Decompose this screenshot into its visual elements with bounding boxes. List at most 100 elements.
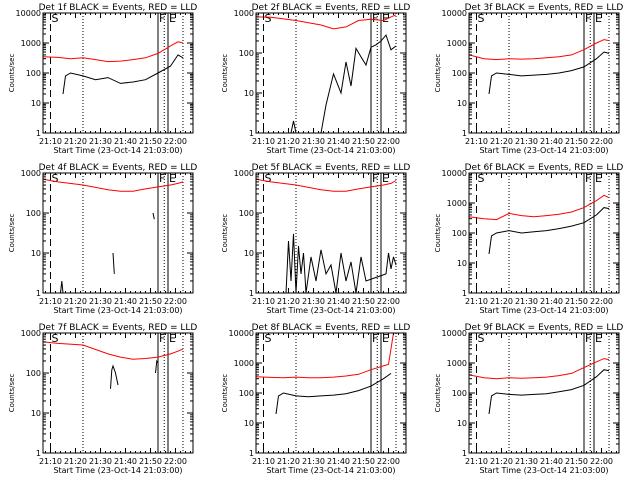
x-tick-label: 22:00 bbox=[377, 297, 400, 306]
x-axis-label: Start Time (23-Oct-14 21:03:00) bbox=[479, 146, 608, 155]
lld-series-line bbox=[256, 14, 397, 30]
y-tick-label: 10000 bbox=[442, 9, 467, 18]
y-axis-label: Counts/sec bbox=[434, 214, 442, 253]
y-tick-label: 100 bbox=[452, 389, 467, 398]
x-tick-label: 21:20 bbox=[64, 297, 87, 306]
x-tick-label: 21:20 bbox=[490, 137, 513, 146]
x-tick-label: 21:50 bbox=[352, 137, 375, 146]
x-tick-label: 21:10 bbox=[252, 457, 275, 466]
marker-label-f: F bbox=[372, 12, 378, 25]
x-tick-label: 21:50 bbox=[352, 297, 375, 306]
lld-series-line bbox=[256, 178, 397, 192]
x-axis-label: Start Time (23-Oct-14 21:03:00) bbox=[479, 466, 608, 475]
x-tick-label: 21:10 bbox=[252, 297, 275, 306]
panel-title: Det 6f BLACK = Events, RED = LLD bbox=[465, 163, 624, 173]
x-tick-label: 21:20 bbox=[64, 137, 87, 146]
x-axis-label: Start Time (23-Oct-14 21:03:00) bbox=[266, 306, 395, 315]
y-axis-label: Counts/sec bbox=[8, 214, 16, 253]
marker-label-e: E bbox=[382, 12, 389, 25]
marker-label-s: S bbox=[265, 12, 272, 25]
marker-label-e: E bbox=[595, 332, 602, 345]
x-axis-label: Start Time (23-Oct-14 21:03:00) bbox=[53, 146, 182, 155]
y-tick-label: 10000 bbox=[442, 169, 467, 178]
y-tick-label: 10 bbox=[244, 89, 254, 98]
y-tick-label: 1000 bbox=[447, 199, 467, 208]
y-tick-label: 1 bbox=[36, 449, 41, 458]
x-tick-label: 21:40 bbox=[327, 137, 350, 146]
marker-label-s: S bbox=[52, 172, 59, 185]
events-series-line bbox=[112, 252, 115, 274]
events-series-line bbox=[488, 207, 610, 255]
x-tick-label: 21:40 bbox=[540, 297, 563, 306]
marker-label-e: E bbox=[595, 12, 602, 25]
y-tick-label: 10 bbox=[457, 259, 467, 268]
y-tick-label: 10000 bbox=[442, 329, 467, 338]
y-tick-label: 1 bbox=[462, 129, 467, 138]
y-tick-label: 1000 bbox=[447, 359, 467, 368]
y-tick-label: 100 bbox=[26, 369, 41, 378]
x-tick-label: 21:20 bbox=[64, 457, 87, 466]
x-tick-label: 21:30 bbox=[515, 457, 538, 466]
plot-frame bbox=[42, 172, 194, 294]
x-tick-label: 21:30 bbox=[302, 137, 325, 146]
marker-label-s: S bbox=[265, 332, 272, 345]
x-tick-label: 21:40 bbox=[114, 297, 137, 306]
y-tick-label: 1000 bbox=[21, 169, 41, 178]
x-tick-label: 21:50 bbox=[352, 457, 375, 466]
x-tick-label: 21:10 bbox=[39, 297, 62, 306]
plot-frame bbox=[42, 332, 194, 454]
lld-series-line bbox=[256, 333, 394, 379]
y-tick-label: 1000 bbox=[21, 329, 41, 338]
lld-series-line bbox=[43, 41, 184, 63]
x-tick-label: 21:30 bbox=[89, 297, 112, 306]
x-tick-label: 22:00 bbox=[377, 137, 400, 146]
y-tick-label: 10 bbox=[457, 99, 467, 108]
lld-series-line bbox=[469, 39, 610, 61]
x-tick-label: 21:30 bbox=[302, 457, 325, 466]
lld-series-line bbox=[43, 341, 184, 360]
panel-title: Det 9f BLACK = Events, RED = LLD bbox=[465, 323, 624, 333]
y-tick-label: 10 bbox=[457, 419, 467, 428]
y-tick-label: 100 bbox=[26, 69, 41, 78]
y-tick-label: 100 bbox=[26, 209, 41, 218]
x-tick-label: 21:40 bbox=[327, 297, 350, 306]
marker-label-s: S bbox=[52, 332, 59, 345]
x-tick-label: 22:00 bbox=[590, 137, 613, 146]
y-tick-label: 1000 bbox=[21, 39, 41, 48]
events-series-line bbox=[488, 51, 610, 95]
marker-label-e: E bbox=[169, 332, 176, 345]
y-axis-label: Counts/sec bbox=[8, 374, 16, 413]
events-series-line bbox=[155, 359, 159, 374]
x-tick-label: 21:40 bbox=[114, 457, 137, 466]
y-tick-label: 1 bbox=[462, 289, 467, 298]
x-axis-label: Start Time (23-Oct-14 21:03:00) bbox=[266, 466, 395, 475]
marker-label-f: F bbox=[159, 172, 165, 185]
y-axis-label: Counts/sec bbox=[221, 214, 229, 253]
marker-label-f: F bbox=[372, 172, 378, 185]
x-tick-label: 21:20 bbox=[277, 137, 300, 146]
marker-label-f: F bbox=[159, 12, 165, 25]
marker-label-s: S bbox=[52, 12, 59, 25]
panel-title: Det 8f BLACK = Events, RED = LLD bbox=[252, 323, 411, 333]
panel-title: Det 4f BLACK = Events, RED = LLD bbox=[39, 163, 198, 173]
y-tick-label: 10 bbox=[244, 419, 254, 428]
lld-series-line bbox=[469, 194, 610, 221]
x-tick-label: 21:40 bbox=[327, 457, 350, 466]
x-axis-label: Start Time (23-Oct-14 21:03:00) bbox=[53, 466, 182, 475]
panel-title: Det 1f BLACK = Events, RED = LLD bbox=[39, 3, 198, 13]
events-series-line bbox=[152, 212, 155, 220]
x-axis-label: Start Time (23-Oct-14 21:03:00) bbox=[479, 306, 608, 315]
marker-label-e: E bbox=[382, 332, 389, 345]
y-tick-label: 1 bbox=[249, 289, 254, 298]
x-tick-label: 21:10 bbox=[252, 137, 275, 146]
marker-label-e: E bbox=[169, 172, 176, 185]
x-tick-label: 21:20 bbox=[277, 297, 300, 306]
x-tick-label: 21:30 bbox=[89, 457, 112, 466]
x-tick-label: 22:00 bbox=[164, 297, 187, 306]
